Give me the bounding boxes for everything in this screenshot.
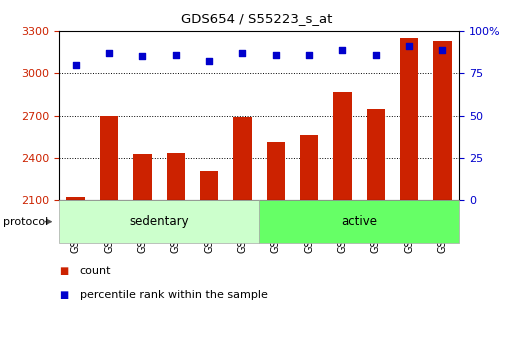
Text: percentile rank within the sample: percentile rank within the sample [80,290,267,300]
Bar [433,41,451,200]
Bar [233,117,251,200]
Bar [200,170,218,200]
Point [371,52,380,58]
Point [138,54,147,59]
Point [338,47,346,52]
Point [305,52,313,58]
Text: protocol: protocol [3,217,48,227]
Text: ■: ■ [59,266,68,276]
Point [105,50,113,56]
Bar [333,92,351,200]
Text: sedentary: sedentary [129,215,189,228]
Point [438,47,446,52]
Text: count: count [80,266,111,276]
Text: GDS654 / S55223_s_at: GDS654 / S55223_s_at [181,12,332,25]
Point [271,52,280,58]
Bar [67,197,85,200]
Point [71,62,80,68]
Bar [267,142,285,200]
Bar [100,116,118,200]
Bar [400,38,418,200]
Bar [300,135,318,200]
Point [171,52,180,58]
Point [205,59,213,64]
Bar [133,154,151,200]
Text: active: active [341,215,377,228]
Point [405,43,413,49]
Bar [367,109,385,200]
Text: ■: ■ [59,290,68,300]
Point [238,50,246,56]
Bar [167,153,185,200]
